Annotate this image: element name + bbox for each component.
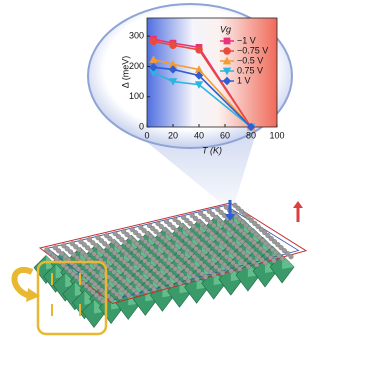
legend-label: −1 V (237, 35, 256, 45)
x-axis-label: T (K) (202, 145, 222, 155)
data-point (169, 41, 177, 49)
x-tick-label: 40 (194, 130, 204, 140)
legend-title: Vg (220, 24, 231, 34)
atom (143, 289, 148, 294)
figure: T (K) Δ (meV) Vg 0100200300020406080100−… (0, 0, 378, 371)
x-tick-label: 100 (269, 130, 284, 140)
atom (220, 271, 225, 276)
atom (135, 291, 140, 296)
atom (280, 256, 285, 261)
legend-marker (223, 47, 231, 55)
atom (195, 277, 200, 282)
atom (109, 297, 114, 302)
atom (237, 266, 242, 271)
atom (101, 299, 106, 304)
x-tick-label: 0 (144, 130, 149, 140)
legend-marker (224, 38, 231, 45)
x-tick-label: 20 (168, 130, 178, 140)
y-tick-label: 200 (129, 61, 144, 71)
atom (160, 285, 165, 290)
crystal-scene (34, 203, 306, 328)
atom (126, 293, 131, 298)
atom (169, 283, 174, 288)
atom (177, 281, 182, 286)
legend-label: −0.75 V (237, 45, 268, 55)
atom (186, 279, 191, 284)
data-point (195, 46, 203, 54)
atom (229, 269, 234, 274)
legend-label: −0.5 V (237, 55, 263, 65)
atom (272, 258, 277, 263)
legend-label: 0.75 V (237, 65, 263, 75)
data-point (150, 38, 158, 46)
y-tick-label: 0 (139, 121, 144, 131)
atom (289, 254, 294, 259)
y-tick-label: 300 (129, 31, 144, 41)
atom (254, 262, 259, 267)
atom (263, 260, 268, 265)
atom (203, 275, 208, 280)
x-tick-label: 80 (246, 130, 256, 140)
atom (152, 287, 157, 292)
x-tick-label: 60 (220, 130, 230, 140)
atom (118, 295, 123, 300)
y-tick-label: 100 (129, 91, 144, 101)
atom (246, 264, 251, 269)
spin-arrow-up-head (293, 201, 303, 208)
legend-label: 1 V (237, 75, 251, 85)
atom (212, 273, 217, 278)
